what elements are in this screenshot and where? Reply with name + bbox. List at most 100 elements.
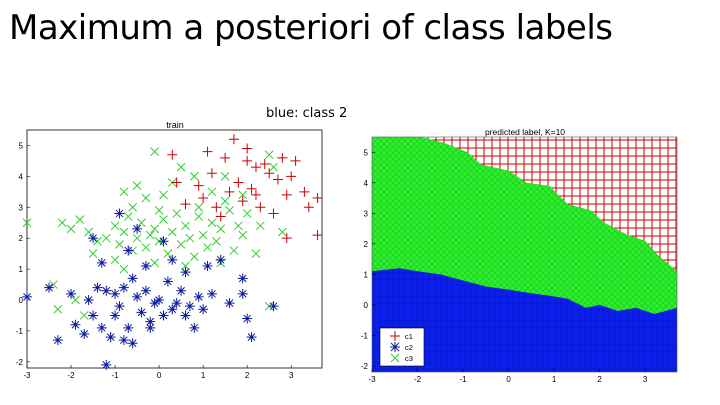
train-ytick-label: 5 (19, 141, 24, 150)
point-c3 (203, 243, 212, 252)
predicted-xtick-label: -3 (368, 375, 376, 384)
legend-box (379, 327, 425, 367)
point-c2 (83, 295, 94, 305)
point-c3 (185, 233, 195, 243)
point-c2 (215, 254, 226, 265)
point-c1 (215, 211, 226, 222)
train-ytick-label: -2 (16, 358, 24, 367)
point-c1 (272, 174, 283, 185)
point-c2 (246, 332, 257, 343)
point-c3 (176, 162, 186, 172)
point-c2 (268, 301, 279, 312)
point-c2 (101, 359, 112, 370)
point-c2 (140, 285, 151, 296)
point-c2 (158, 310, 169, 321)
point-c1 (198, 193, 209, 203)
point-c3 (159, 190, 168, 200)
point-c2 (114, 301, 125, 312)
legend-entry-c2: c2 (390, 342, 413, 352)
point-c1 (242, 155, 253, 166)
legend-label-c1: c1 (405, 332, 413, 341)
point-c3 (264, 150, 274, 160)
point-c2 (52, 335, 63, 346)
point-c1 (268, 208, 279, 219)
point-c3 (176, 240, 186, 249)
train-ytick-label: 1 (19, 265, 24, 274)
legend-entry-c1: c1 (390, 331, 413, 341)
train-xtick-label: 0 (157, 371, 162, 380)
train-xtick-label: -1 (111, 371, 119, 380)
point-c3 (216, 224, 226, 234)
point-c1 (255, 202, 266, 213)
point-c1 (211, 202, 222, 213)
point-c1 (206, 168, 217, 179)
point-c2 (70, 319, 81, 330)
point-c3 (207, 218, 217, 228)
point-c2 (96, 322, 107, 333)
point-c2 (123, 322, 134, 333)
predicted-xtick-label: -2 (414, 375, 422, 384)
train-ytick-label: -1 (16, 327, 24, 336)
legend-entry-c3: c3 (390, 353, 413, 363)
point-c2 (118, 335, 129, 346)
predicted-ytick-label: 4 (364, 179, 369, 188)
predicted-ytick-label: 2 (364, 240, 369, 249)
point-c1 (242, 143, 253, 154)
point-c3 (238, 190, 248, 200)
point-c1 (277, 152, 288, 163)
point-c3 (119, 264, 129, 274)
point-c2 (184, 301, 195, 312)
point-c3 (172, 209, 182, 218)
predicted-ytick-label: -2 (361, 362, 369, 371)
point-c3 (145, 230, 155, 240)
predicted-ytick-label: -1 (361, 331, 369, 340)
train-chart-title: train (166, 120, 184, 130)
train-scatter-chart: train -3 -2 -1 0 1 2 3 -2 -1 0 1 2 3 4 5 (16, 120, 323, 380)
predicted-ytick-label: 3 (364, 209, 369, 218)
predicted-xtick-label: -1 (459, 375, 467, 384)
point-c3 (110, 221, 120, 231)
point-c1 (233, 177, 244, 188)
point-c2 (110, 288, 121, 299)
point-c2 (180, 310, 191, 321)
legend-label-c2: c2 (405, 343, 413, 352)
point-c3 (132, 233, 142, 243)
point-c1 (264, 168, 275, 179)
point-c3 (181, 261, 190, 271)
point-c2 (224, 298, 235, 309)
point-c1 (259, 159, 270, 169)
point-c3 (167, 227, 177, 237)
predicted-label-chart: predicted label, K=10 -3 -2 -1 0 1 2 3 -2 -1 0 1 2 3… (361, 127, 678, 384)
point-c2 (66, 288, 77, 299)
point-c1 (281, 189, 292, 200)
train-xtick-label: -2 (67, 371, 75, 380)
point-c3 (115, 240, 124, 249)
point-c1 (281, 233, 292, 244)
point-c2 (167, 254, 178, 265)
point-c2 (167, 304, 178, 315)
predicted-xtick-label: 3 (643, 375, 648, 384)
train-plot-area (26, 129, 323, 369)
region-class-c2 (372, 268, 677, 372)
point-c3 (22, 218, 32, 228)
point-c2 (114, 208, 125, 219)
point-c2 (127, 338, 138, 349)
train-axis-ticks: -3 -2 -1 0 1 2 3 -2 -1 0 1 2 3 4 5 (16, 141, 294, 380)
predicted-plot-frame (371, 136, 678, 373)
point-c3 (119, 227, 129, 237)
point-c3 (225, 206, 234, 215)
point-c3 (128, 202, 138, 212)
point-c2 (242, 313, 253, 324)
point-c2 (118, 282, 129, 293)
point-c1 (167, 149, 178, 160)
point-c2 (101, 285, 112, 296)
point-c3 (251, 249, 261, 258)
point-c3 (150, 258, 160, 268)
point-c3 (66, 224, 76, 234)
point-c1 (290, 155, 301, 166)
point-c1 (312, 193, 323, 203)
train-ytick-label: 0 (19, 296, 24, 305)
predicted-ytick-label: 0 (364, 301, 369, 310)
point-c3 (181, 221, 190, 231)
